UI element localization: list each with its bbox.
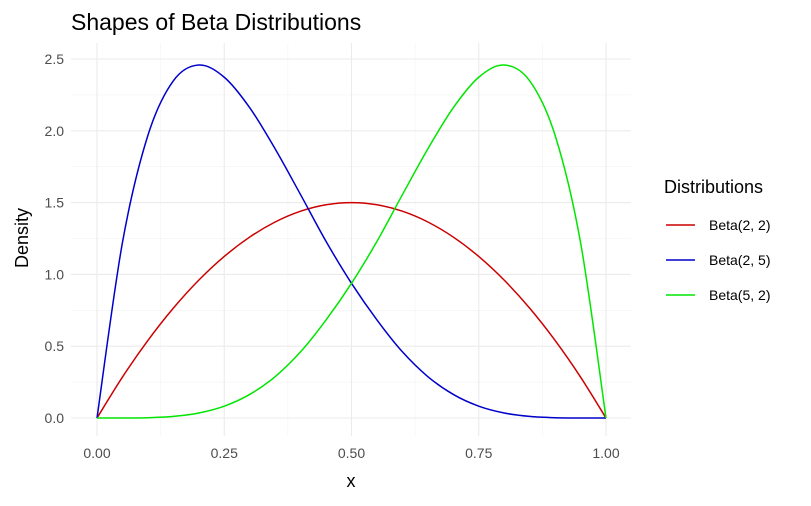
legend-title: Distributions xyxy=(664,177,763,197)
x-tick-label: 1.00 xyxy=(592,445,619,461)
chart-title: Shapes of Beta Distributions xyxy=(71,9,361,35)
series-line xyxy=(96,64,607,419)
y-axis-title: Density xyxy=(12,208,32,268)
legend-label: Beta(2, 2) xyxy=(709,217,770,233)
y-tick-label: 2.5 xyxy=(45,51,65,67)
x-tick-label: 0.00 xyxy=(83,445,110,461)
y-tick-label: 1.0 xyxy=(45,266,65,282)
series-line xyxy=(96,64,607,419)
legend-label: Beta(2, 5) xyxy=(709,252,770,268)
legend: Distributions Beta(2, 2) Beta(2, 5) Beta(5… xyxy=(664,177,770,303)
legend-label: Beta(5, 2) xyxy=(709,287,770,303)
x-tick-label: 0.75 xyxy=(465,445,492,461)
x-tick-label: 0.50 xyxy=(338,445,365,461)
x-tick-label: 0.25 xyxy=(211,445,238,461)
grid-lines xyxy=(71,43,631,436)
y-tick-label: 0.5 xyxy=(45,338,65,354)
series-lines xyxy=(96,64,607,419)
y-tick-labels: 0.0 0.5 1.0 1.5 2.0 2.5 xyxy=(45,51,65,426)
legend-items: Beta(2, 2) Beta(2, 5) Beta(5, 2) xyxy=(666,217,770,303)
x-axis-title: x xyxy=(347,471,356,491)
y-tick-label: 0.0 xyxy=(45,410,65,426)
x-tick-labels: 0.00 0.25 0.50 0.75 1.00 xyxy=(83,445,619,461)
series-line xyxy=(96,201,607,419)
y-tick-label: 2.0 xyxy=(45,123,65,139)
y-tick-label: 1.5 xyxy=(45,195,65,211)
